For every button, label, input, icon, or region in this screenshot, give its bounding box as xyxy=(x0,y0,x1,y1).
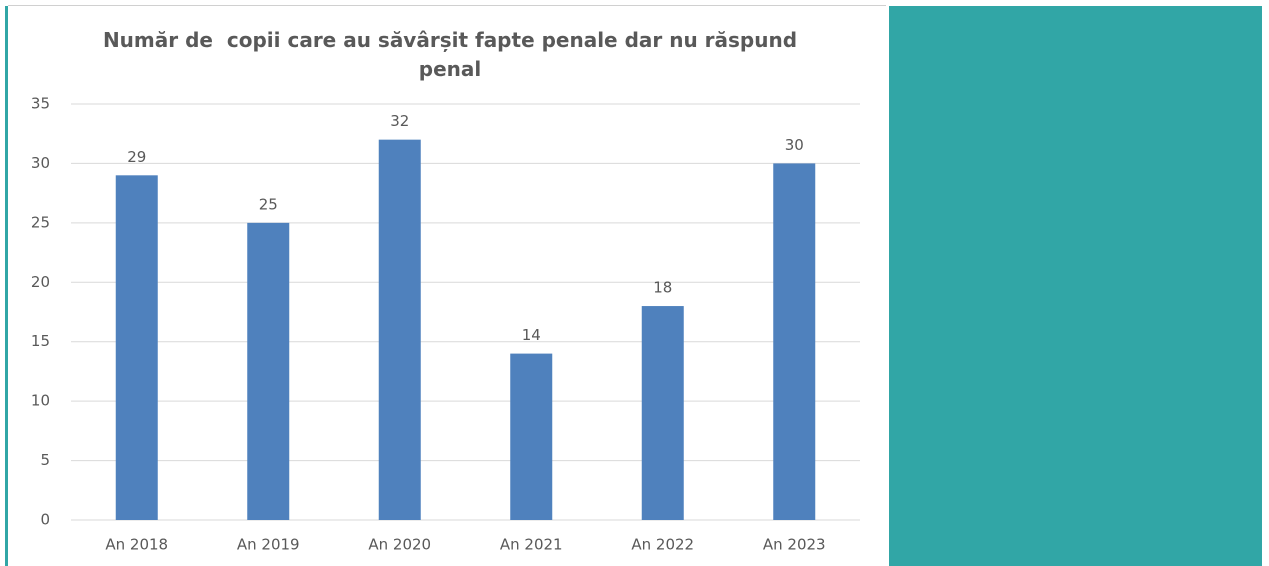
data-label: 18 xyxy=(653,279,672,297)
chart: 0 5 10 15 20 25 30 35 An 2018 29 An 2019 25 An 2020 3… xyxy=(31,95,860,554)
bar xyxy=(247,222,290,520)
y-tick-label: 25 xyxy=(31,213,50,231)
side-panel xyxy=(889,6,1262,566)
x-tick-label: An 2020 xyxy=(368,536,431,554)
x-tick-label: An 2022 xyxy=(631,536,694,554)
data-label: 32 xyxy=(390,112,409,130)
data-label: 14 xyxy=(522,326,541,344)
bar xyxy=(641,306,684,520)
y-tick-label: 15 xyxy=(31,332,50,350)
bar xyxy=(115,175,158,521)
data-label: 30 xyxy=(785,136,804,154)
y-tick-label: 10 xyxy=(31,392,50,410)
bar xyxy=(510,353,553,520)
y-tick-label: 35 xyxy=(31,95,50,113)
x-tick-label: An 2021 xyxy=(500,536,563,554)
chart-title: Număr de copii care au săvârșit fapte pe… xyxy=(102,28,805,81)
y-tick-label: 30 xyxy=(31,154,50,172)
top-border xyxy=(8,5,886,6)
left-border xyxy=(5,6,8,566)
data-label: 29 xyxy=(127,148,146,166)
y-tick-label: 0 xyxy=(40,511,50,529)
y-tick-label: 5 xyxy=(40,451,50,469)
bar xyxy=(773,163,816,520)
x-tick-label: An 2018 xyxy=(105,536,168,554)
y-tick-label: 20 xyxy=(31,273,50,291)
x-tick-label: An 2023 xyxy=(763,536,826,554)
data-label: 25 xyxy=(259,195,278,213)
bar xyxy=(378,139,421,520)
x-tick-label: An 2019 xyxy=(237,536,300,554)
